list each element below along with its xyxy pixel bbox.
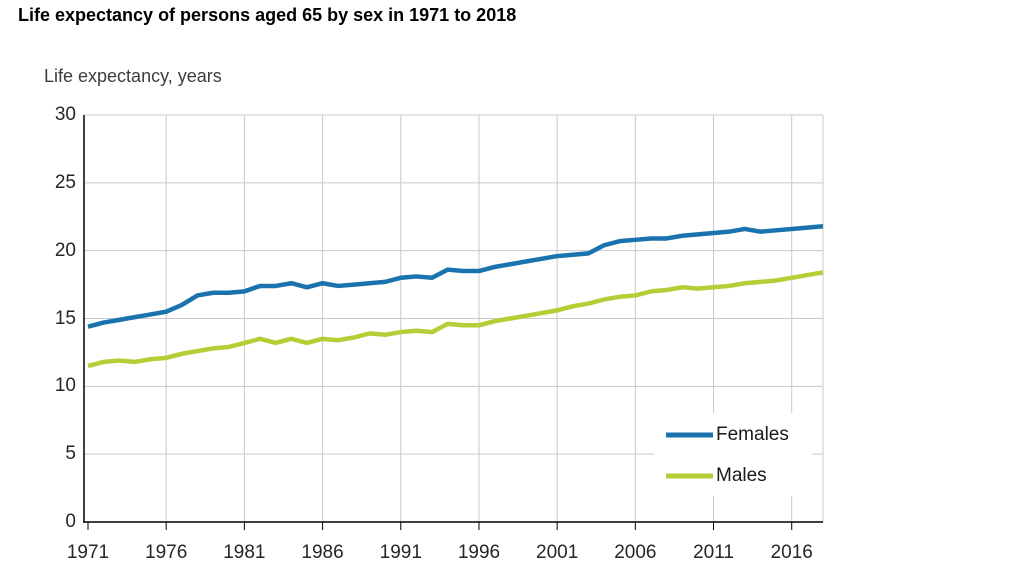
x-tick-label: 1991	[379, 542, 422, 563]
x-tick-label: 2001	[536, 542, 579, 563]
y-tick-label: 0	[65, 511, 76, 532]
y-tick-label: 25	[54, 171, 76, 193]
x-tick-label: 2016	[770, 542, 813, 563]
x-tick-label: 2011	[693, 542, 734, 563]
legend-label-males: Males	[716, 465, 767, 486]
x-tick-label: 1981	[223, 542, 266, 563]
y-tick-label: 10	[54, 375, 76, 397]
chart-title: Life expectancy of persons aged 65 by se…	[18, 5, 517, 25]
x-tick-label: 2006	[614, 542, 657, 563]
legend-label-females: Females	[716, 424, 789, 445]
y-tick-label: 30	[54, 104, 76, 125]
y-tick-label: 15	[54, 307, 76, 329]
x-tick-label: 1976	[145, 542, 188, 563]
y-tick-label: 5	[65, 443, 76, 465]
x-tick-label: 1971	[66, 542, 110, 563]
x-tick-label: 1996	[457, 542, 501, 563]
x-tick-label: 1986	[301, 542, 344, 563]
y-axis-title: Life expectancy, years	[44, 66, 222, 86]
y-tick-label: 20	[54, 239, 76, 261]
